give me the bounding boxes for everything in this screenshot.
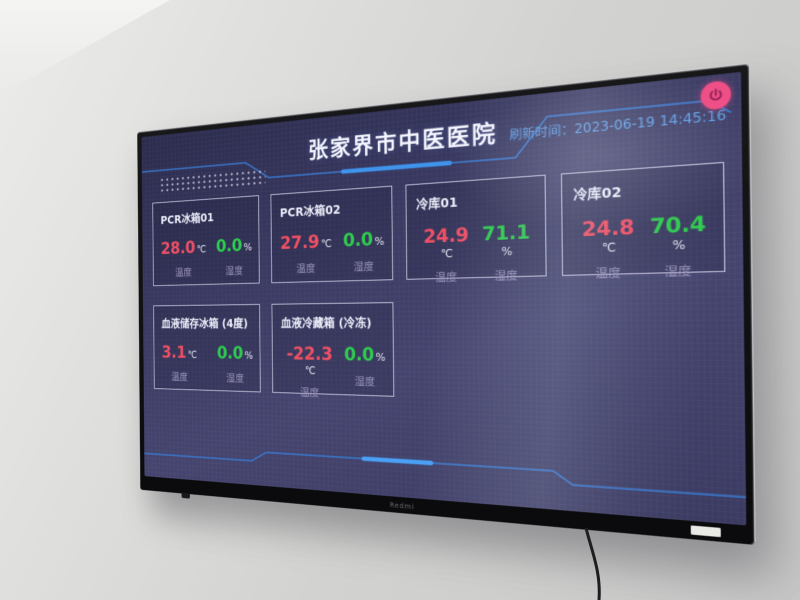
humidity-unit: % (243, 241, 253, 254)
tv-bezel: 张家界市中医医院 刷新时间：2023-06-19 14:45:16 PCR冰箱0… (137, 63, 755, 545)
temperature-value: 24.9 (423, 223, 469, 249)
humidity-measure: 0.0% 湿度 (344, 344, 386, 390)
sensor-cards: PCR冰箱01 28.0 ℃ 温度 0.0% 湿度 (152, 161, 727, 408)
tv-brand-logo: Redmi (389, 501, 415, 512)
humidity-unit: % (244, 349, 254, 362)
power-icon (707, 86, 725, 104)
temperature-measure: 3.1 ℃ 温度 (162, 342, 198, 384)
temperature-label: 温度 (296, 261, 316, 275)
humidity-value: 0.0 (342, 228, 373, 252)
sensor-card-cold-store-01: 冷库01 24.9 ℃ 温度 71.1% 湿度 (405, 174, 547, 284)
temperature-measure: 28.0 ℃ 温度 (161, 237, 207, 280)
humidity-label: 湿度 (664, 263, 692, 280)
temperature-label: 温度 (175, 266, 192, 279)
humidity-value: 0.0 (344, 343, 375, 366)
temperature-label: 温度 (171, 370, 188, 383)
temperature-label: 温度 (300, 386, 320, 400)
bezel-sticker (690, 525, 721, 538)
temperature-label: 温度 (595, 265, 621, 281)
temperature-measure: -22.3 ℃ 温度 (281, 343, 339, 401)
temperature-measure: 24.9 ℃ 温度 (416, 223, 476, 285)
humidity-unit: % (501, 244, 513, 259)
sensor-name: PCR冰箱02 (279, 201, 341, 220)
bottom-decor-line (144, 436, 746, 511)
humidity-label: 湿度 (353, 259, 374, 274)
tv: 张家界市中医医院 刷新时间：2023-06-19 14:45:16 PCR冰箱0… (137, 63, 755, 545)
temperature-value: -22.3 (286, 343, 333, 365)
temperature-measure: 24.8 ℃ 温度 (574, 215, 644, 283)
temperature-unit: ℃ (304, 364, 316, 377)
humidity-unit: % (375, 350, 386, 364)
humidity-label: 湿度 (354, 374, 376, 389)
temperature-value: 3.1 (161, 342, 187, 363)
humidity-value: 0.0 (216, 342, 244, 364)
temperature-unit: ℃ (320, 237, 332, 251)
humidity-value: 71.1 (481, 220, 530, 246)
humidity-value: 0.0 (215, 235, 243, 257)
sensor-name: 冷库02 (573, 183, 622, 203)
humidity-measure: 0.0% 湿度 (216, 235, 252, 279)
sensor-name: 血液冷藏箱 (冷冻) (280, 315, 372, 331)
sensor-name: PCR冰箱01 (160, 210, 214, 227)
humidity-unit: % (672, 237, 686, 253)
humidity-label: 湿度 (225, 264, 243, 278)
sensor-card-pcr-fridge-02: PCR冰箱02 27.9 ℃ 温度 0.0% 湿度 (270, 185, 394, 284)
sensor-card-blood-freezer: 血液冷藏箱 (冷冻) -22.3 ℃ 温度 0.0% 湿度 (271, 302, 395, 399)
humidity-label: 湿度 (494, 268, 518, 283)
temperature-label: 温度 (435, 270, 458, 285)
temperature-unit: ℃ (187, 348, 198, 361)
temperature-value: 24.8 (581, 215, 635, 242)
temperature-unit: ℃ (440, 246, 454, 261)
dashboard-header: 张家界市中医医院 刷新时间：2023-06-19 14:45:16 (142, 72, 742, 200)
temperature-measure: 27.9 ℃ 温度 (280, 230, 332, 276)
humidity-unit: % (374, 234, 385, 249)
humidity-measure: 71.1% 湿度 (476, 220, 537, 284)
sensor-name: 冷库01 (416, 194, 458, 213)
temperature-unit: ℃ (196, 243, 207, 256)
header-decor-lines (142, 72, 742, 200)
temperature-value: 28.0 (160, 237, 196, 259)
ir-sensor (181, 492, 190, 499)
sensor-name: 血液储存冰箱 (4度) (161, 316, 248, 331)
humidity-measure: 0.0% 湿度 (217, 343, 253, 386)
sensor-card-cold-store-02: 冷库02 24.8 ℃ 温度 70.4% 湿度 (560, 161, 726, 281)
dashboard-screen: 张家界市中医医院 刷新时间：2023-06-19 14:45:16 PCR冰箱0… (141, 71, 747, 526)
temperature-value: 27.9 (280, 231, 320, 254)
humidity-value: 70.4 (649, 211, 706, 239)
humidity-measure: 70.4% 湿度 (642, 211, 714, 281)
wall-corner-highlight (0, 0, 170, 95)
humidity-measure: 0.0% 湿度 (343, 228, 385, 275)
sensor-card-blood-storage-fridge: 血液储存冰箱 (4度) 3.1 ℃ 温度 0.0% 湿度 (153, 303, 261, 393)
humidity-label: 湿度 (226, 372, 244, 385)
sensor-card-pcr-fridge-01: PCR冰箱01 28.0 ℃ 温度 0.0% 湿度 (152, 195, 260, 287)
temperature-unit: ℃ (601, 240, 617, 256)
